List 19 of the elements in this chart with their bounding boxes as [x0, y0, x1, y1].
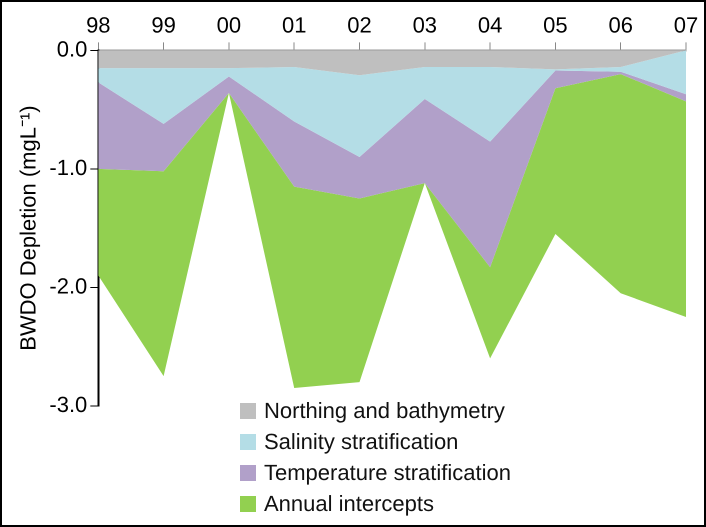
legend-label: Northing and bathymetry: [264, 397, 505, 425]
x-tick-label: 04: [478, 12, 502, 38]
y-tick-label: -2.0: [49, 273, 88, 298]
x-tick-label: 05: [543, 12, 568, 38]
x-tick-label: 98: [86, 12, 111, 38]
y-axis-title: BWDO Depletion (mgL⁻¹): [15, 105, 40, 351]
x-tick-label: 07: [674, 12, 698, 38]
y-tick-label: 0.0: [56, 36, 88, 62]
x-tick-label: 99: [151, 12, 176, 38]
y-tick-label: -1.0: [49, 154, 88, 180]
x-tick-label: 02: [347, 12, 372, 38]
y-tick-label: -3.0: [49, 392, 88, 417]
legend-label: Annual intercepts: [264, 490, 434, 518]
legend-label: Salinity stratification: [264, 428, 458, 456]
x-tick-label: 03: [412, 12, 438, 38]
x-tick-label: 01: [282, 12, 306, 38]
legend-label: Temperature stratification: [264, 459, 511, 487]
x-tick-label: 06: [608, 12, 633, 38]
x-tick-label: 00: [216, 12, 242, 38]
